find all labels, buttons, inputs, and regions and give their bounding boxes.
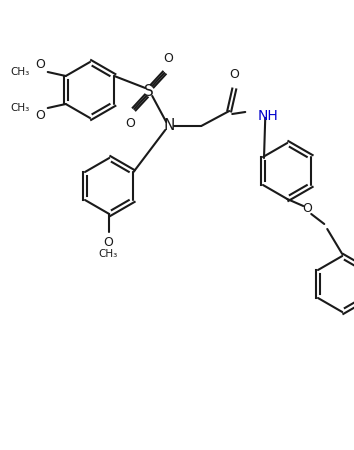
Text: N: N xyxy=(164,118,175,134)
Text: S: S xyxy=(144,84,154,99)
Text: O: O xyxy=(103,236,113,249)
Text: CH₃: CH₃ xyxy=(11,67,30,77)
Text: O: O xyxy=(35,109,45,122)
Text: NH: NH xyxy=(257,109,278,123)
Text: O: O xyxy=(302,202,312,216)
Text: CH₃: CH₃ xyxy=(99,249,118,259)
Text: CH₃: CH₃ xyxy=(11,103,30,113)
Text: O: O xyxy=(125,117,135,130)
Text: O: O xyxy=(35,58,45,71)
Text: O: O xyxy=(229,68,239,81)
Text: O: O xyxy=(163,52,173,65)
